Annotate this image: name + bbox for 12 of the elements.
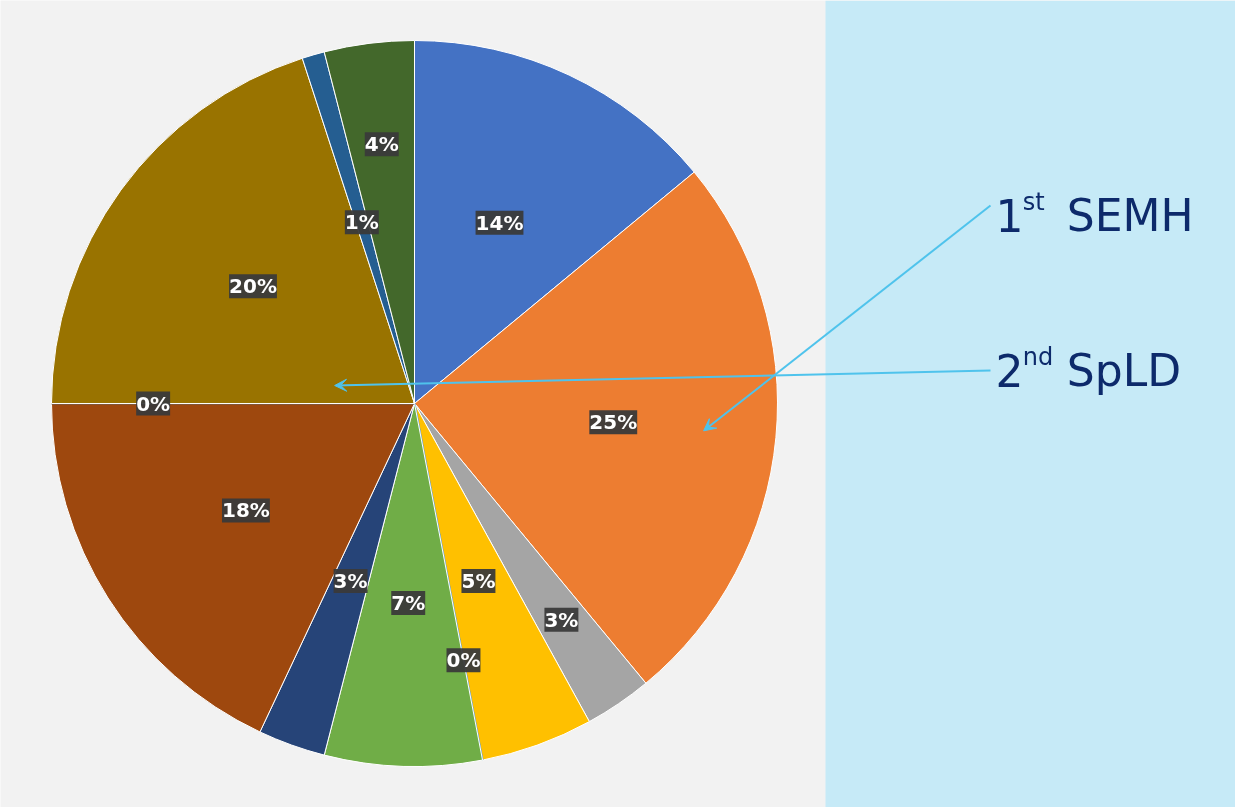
data-label: 3% (333, 569, 368, 594)
text: 0% (136, 391, 171, 416)
data-label: 7% (391, 591, 426, 616)
data-label: 25% (589, 410, 638, 435)
data-label: 20% (229, 274, 277, 299)
data-label: 4% (364, 132, 399, 157)
data-label: 18% (221, 498, 270, 523)
data-label: 1% (344, 210, 379, 235)
data-label: 14% (475, 210, 524, 235)
data-label: 3% (544, 607, 579, 632)
text: 0% (446, 648, 481, 673)
data-label: 5% (461, 569, 496, 594)
